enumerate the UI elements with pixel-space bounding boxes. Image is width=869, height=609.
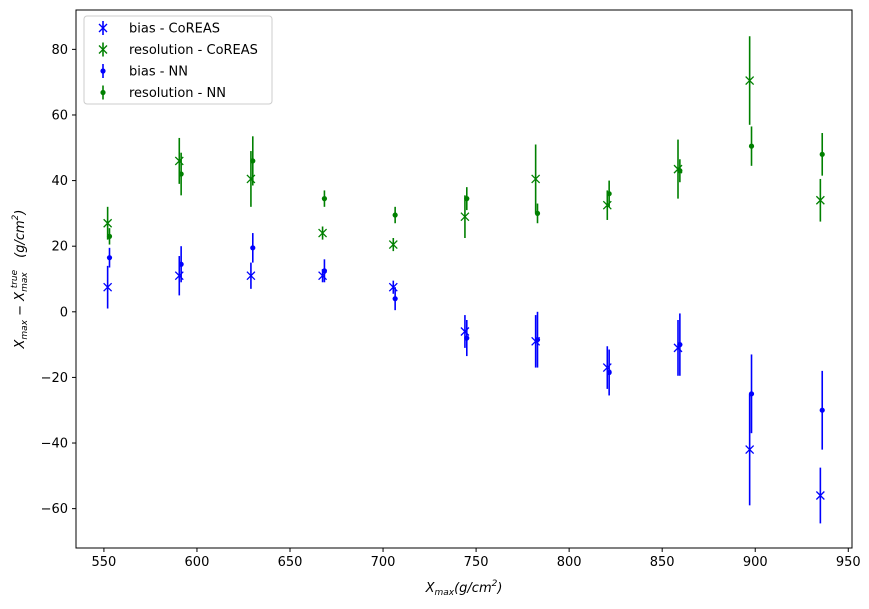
y-tick-label: −20 xyxy=(41,371,68,386)
data-point xyxy=(388,240,398,250)
series-2 xyxy=(106,233,825,450)
y-tick-label: 60 xyxy=(51,108,68,123)
data-point xyxy=(464,335,470,341)
x-tick-label: 700 xyxy=(371,555,396,570)
data-point xyxy=(246,174,256,184)
x-tick-label: 950 xyxy=(836,555,861,570)
data-point xyxy=(246,271,256,281)
series-0 xyxy=(103,256,825,524)
data-point xyxy=(534,210,541,216)
data-point xyxy=(178,171,184,177)
plot-frame xyxy=(75,9,853,549)
y-tick-label: −40 xyxy=(41,437,68,452)
data-point xyxy=(606,191,612,197)
data-point xyxy=(464,196,470,202)
y-tick-label: 80 xyxy=(51,43,68,58)
data-point xyxy=(745,445,755,455)
x-tick-label: 800 xyxy=(557,555,582,570)
legend-marker xyxy=(100,68,106,74)
data-point xyxy=(815,195,825,205)
data-point xyxy=(745,76,755,85)
data-point xyxy=(815,491,825,500)
data-point xyxy=(677,168,683,174)
data-point xyxy=(677,342,683,348)
legend-marker xyxy=(98,23,108,33)
data-point xyxy=(106,255,113,261)
y-tick-label: 40 xyxy=(51,174,68,189)
legend: bias - CoREAS resolution - CoREAS bias - N… xyxy=(83,15,273,105)
data-point xyxy=(392,212,398,218)
y-axis-ticks: −60 −40 −20 0 20 40 60 80 xyxy=(41,43,76,517)
y-tick-label: 20 xyxy=(51,240,68,255)
data-point xyxy=(103,218,113,228)
data-point xyxy=(106,233,113,239)
data-point xyxy=(392,296,398,302)
x-tick-label: 600 xyxy=(185,555,210,570)
data-point xyxy=(321,268,328,274)
legend-entry: bias - CoREAS xyxy=(98,21,220,37)
data-marks xyxy=(103,36,825,524)
data-point xyxy=(460,212,470,222)
legend-entry: resolution - CoREAS xyxy=(98,42,258,58)
x-axis-label: Xmax(g/cm2) xyxy=(425,579,503,598)
data-point xyxy=(318,228,328,238)
data-point xyxy=(174,271,184,281)
data-point xyxy=(748,391,755,397)
data-point xyxy=(174,156,184,166)
data-point xyxy=(250,245,256,251)
x-tick-label: 550 xyxy=(91,555,116,570)
x-axis-ticks: 550 600 650 700 750 800 850 900 950 xyxy=(91,548,861,570)
series-3 xyxy=(106,126,825,245)
data-point xyxy=(103,282,113,292)
data-point xyxy=(819,151,825,157)
data-point xyxy=(321,196,328,202)
data-point xyxy=(178,261,184,267)
data-point xyxy=(531,174,541,184)
legend-marker xyxy=(98,45,108,54)
y-tick-label: −60 xyxy=(41,502,68,517)
data-point xyxy=(534,337,541,343)
data-point xyxy=(250,158,256,164)
legend-entry: bias - NN xyxy=(100,64,188,80)
data-point xyxy=(748,143,755,149)
data-point xyxy=(460,327,470,336)
x-tick-label: 900 xyxy=(743,555,768,570)
x-tick-label: 750 xyxy=(464,555,489,570)
y-axis-label: Xmax − Xmaxtrue(g/cm2) xyxy=(10,209,30,349)
y-tick-label: 0 xyxy=(60,305,68,320)
legend-marker xyxy=(100,89,106,96)
legend-box xyxy=(83,15,273,105)
legend-label: bias - NN xyxy=(129,65,188,80)
data-point xyxy=(602,200,612,210)
x-tick-label: 650 xyxy=(278,555,303,570)
x-tick-label: 850 xyxy=(650,555,675,570)
legend-entry: resolution - NN xyxy=(100,85,226,101)
legend-label: resolution - CoREAS xyxy=(129,43,258,58)
legend-label: resolution - NN xyxy=(129,86,226,101)
legend-label: bias - CoREAS xyxy=(129,22,220,37)
data-point xyxy=(606,369,612,376)
data-point xyxy=(388,282,398,292)
data-point xyxy=(819,407,825,413)
